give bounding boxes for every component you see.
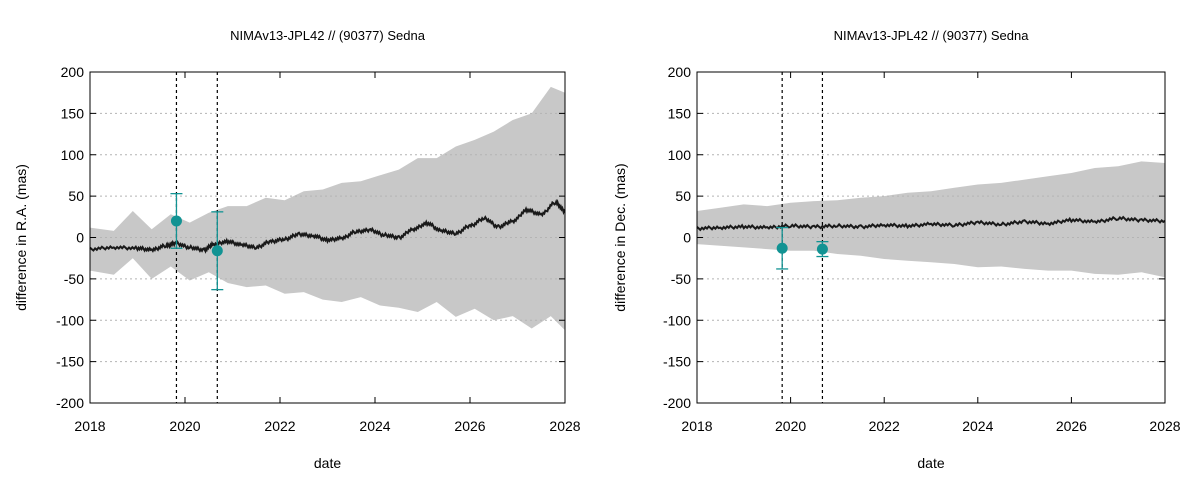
x-tick-label: 2026 (454, 418, 485, 434)
x-tick-label: 2024 (359, 418, 390, 434)
x-tick-label: 2028 (549, 418, 580, 434)
x-axis-label: date (917, 455, 944, 471)
x-tick-label: 2018 (681, 418, 712, 434)
y-tick-label: -50 (671, 271, 691, 287)
y-tick-label: 100 (61, 147, 85, 163)
x-axis-label: date (314, 455, 341, 471)
y-axis-label: difference in R.A. (mas) (13, 164, 29, 311)
x-tick-label: 2022 (869, 418, 900, 434)
y-tick-label: 200 (61, 64, 85, 80)
x-tick-label: 2024 (962, 418, 993, 434)
y-tick-label: -150 (56, 354, 84, 370)
x-tick-label: 2018 (74, 418, 105, 434)
chart-title: NIMAv13-JPL42 // (90377) Sedna (834, 28, 1030, 43)
observation-point (170, 215, 182, 227)
uncertainty-band (697, 161, 1165, 278)
y-tick-label: 0 (76, 230, 84, 246)
y-axis-label: difference in Dec. (mas) (612, 163, 628, 311)
y-tick-label: 200 (668, 64, 692, 80)
x-tick-label: 2020 (775, 418, 806, 434)
chart-title: NIMAv13-JPL42 // (90377) Sedna (230, 28, 426, 43)
difference-line (696, 215, 1166, 232)
y-tick-label: -200 (56, 395, 84, 411)
y-tick-label: -100 (663, 312, 691, 328)
y-tick-label: -100 (56, 312, 84, 328)
y-tick-label: 50 (68, 188, 84, 204)
plot-frame (696, 71, 1166, 404)
difference-line (89, 198, 566, 254)
y-tick-label: 150 (668, 105, 692, 121)
y-tick-label: 100 (668, 147, 692, 163)
observation-point (211, 245, 223, 257)
y-tick-label: -150 (663, 354, 691, 370)
x-tick-label: 2026 (1056, 418, 1087, 434)
observation-point (776, 242, 788, 254)
y-tick-label: 50 (675, 188, 691, 204)
y-tick-label: 0 (683, 230, 691, 246)
x-tick-label: 2020 (169, 418, 200, 434)
plot-frame (89, 71, 566, 404)
x-tick-label: 2022 (264, 418, 295, 434)
y-tick-label: 150 (61, 105, 85, 121)
uncertainty-band (90, 86, 565, 331)
x-tick-label: 2028 (1149, 418, 1180, 434)
y-tick-label: -50 (64, 271, 84, 287)
y-tick-label: -200 (663, 395, 691, 411)
observation-point (816, 243, 828, 255)
